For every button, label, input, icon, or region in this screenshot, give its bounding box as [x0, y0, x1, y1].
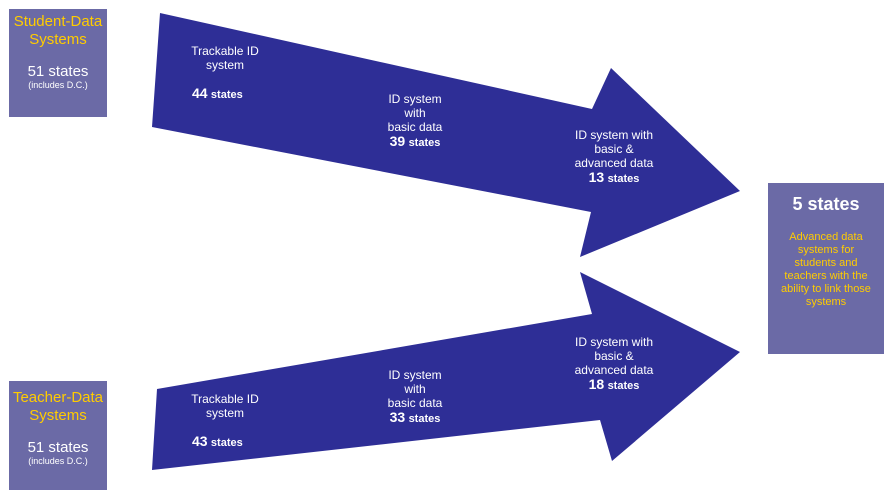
student-data-arrow	[152, 13, 740, 257]
student-stage-1-unit: states	[210, 89, 243, 101]
teacher-data-count: 51 states	[27, 439, 89, 456]
teacher-stage-1-label: Trackable ID system	[191, 392, 259, 420]
teacher-data-arrow	[152, 272, 740, 470]
teacher-data-title: Teacher-Data Systems	[12, 389, 104, 424]
teacher-stage-2-unit: states	[408, 413, 441, 425]
student-stage-1: Trackable ID system 44 states	[170, 44, 280, 102]
teacher-stage-2-count: 33	[389, 409, 406, 425]
student-data-title: Student-Data Systems	[13, 13, 103, 48]
teacher-stage-3-count: 18	[588, 376, 605, 392]
result-description: Advanced data systems for students and t…	[781, 231, 871, 308]
student-data-box: Student-Data Systems 51 states (includes…	[9, 9, 107, 117]
result-box: 5 states Advanced data systems for stude…	[768, 183, 884, 354]
student-data-count: 51 states	[27, 63, 89, 80]
teacher-stage-3-label: ID system with basic & advanced data	[574, 335, 654, 377]
teacher-stage-2-label: ID system with basic data	[387, 368, 443, 410]
student-stage-2: ID system with basic data 39 states	[360, 92, 470, 150]
teacher-stage-3: ID system with basic & advanced data 18 …	[554, 335, 674, 393]
student-stage-1-count: 44	[192, 85, 208, 101]
teacher-stage-3-unit: states	[607, 380, 640, 392]
student-stage-3-unit: states	[607, 173, 640, 185]
student-stage-3: ID system with basic & advanced data 13 …	[554, 128, 674, 186]
student-data-note: (includes D.C.)	[28, 80, 88, 90]
teacher-stage-1-unit: states	[210, 437, 243, 449]
student-stage-3-label: ID system with basic & advanced data	[574, 128, 654, 170]
student-stage-3-count: 13	[588, 169, 605, 185]
student-stage-2-label: ID system with basic data	[387, 92, 443, 134]
teacher-data-note: (includes D.C.)	[28, 456, 88, 466]
teacher-stage-1: Trackable ID system 43 states	[170, 392, 280, 450]
student-stage-1-label: Trackable ID system	[191, 44, 259, 72]
teacher-data-box: Teacher-Data Systems 51 states (includes…	[9, 381, 107, 490]
teacher-stage-1-count: 43	[192, 433, 208, 449]
student-stage-2-count: 39	[389, 133, 406, 149]
result-title: 5 states	[792, 194, 860, 214]
student-stage-2-unit: states	[408, 137, 441, 149]
teacher-stage-2: ID system with basic data 33 states	[360, 368, 470, 426]
